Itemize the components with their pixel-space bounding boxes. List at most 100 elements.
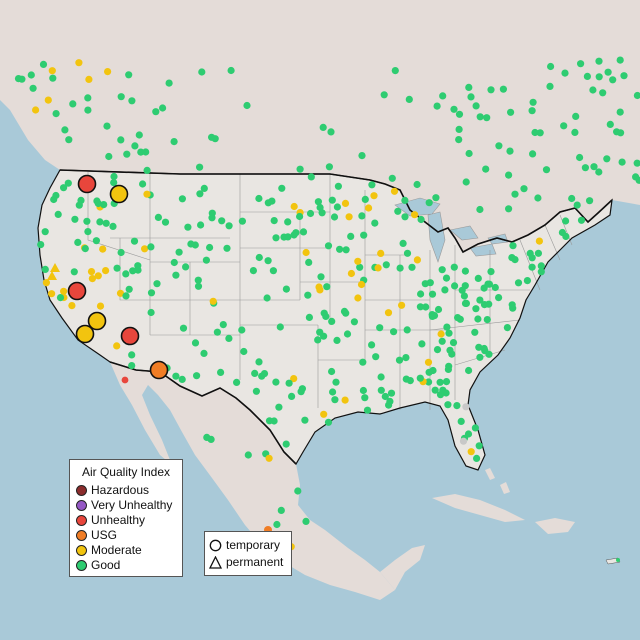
monitor-site-marker xyxy=(633,91,640,100)
monitor-site-marker xyxy=(503,324,511,332)
monitor-site-marker xyxy=(405,95,413,103)
monitor-site-marker xyxy=(402,354,410,362)
unhealthy-swatch-icon xyxy=(76,514,87,526)
monitor-site-marker xyxy=(534,194,542,202)
monitor-site-marker xyxy=(576,153,584,162)
temporary-monitor-marker xyxy=(87,311,107,331)
monitor-site-marker xyxy=(431,386,439,394)
monitor-site-marker xyxy=(56,294,65,302)
monitor-site-marker xyxy=(436,378,444,386)
legend-item-permanent: permanent xyxy=(209,555,283,569)
monitor-site-marker xyxy=(609,76,617,84)
monitor-site-marker xyxy=(356,263,364,271)
monitor-site-marker xyxy=(529,98,537,106)
monitor-site-marker xyxy=(102,219,110,227)
monitor-site-marker xyxy=(413,180,421,189)
monitor-site-marker xyxy=(328,317,336,325)
monitor-site-marker xyxy=(331,396,339,404)
monitor-site-marker xyxy=(333,203,341,211)
usa-landmass xyxy=(38,170,612,470)
monitor-site-marker xyxy=(324,242,333,250)
monitor-site-marker xyxy=(323,283,331,291)
monitor-site-marker xyxy=(395,356,404,364)
monitor-site-marker xyxy=(387,389,396,397)
monitor-site-marker xyxy=(465,366,473,375)
monitor-site-marker xyxy=(396,264,404,272)
monitor-site-marker xyxy=(172,372,180,380)
monitor-site-marker xyxy=(128,362,136,370)
monitor-site-marker xyxy=(288,392,296,400)
monitor-site-marker xyxy=(354,294,362,302)
monitor-site-marker xyxy=(272,234,280,242)
great-lakes xyxy=(394,197,509,263)
monitor-site-marker xyxy=(590,163,598,171)
monitor-site-marker xyxy=(131,142,139,150)
monitor-site-marker xyxy=(347,232,355,240)
monitor-site-marker xyxy=(332,378,340,386)
monitor-site-marker xyxy=(471,424,479,432)
monitor-site-marker xyxy=(197,221,205,229)
monitor-site-marker xyxy=(413,256,421,264)
monitor-site-marker xyxy=(128,97,136,105)
monitor-site-marker xyxy=(474,274,482,282)
monitor-site-marker xyxy=(523,277,532,285)
monitor-site-marker xyxy=(358,152,366,160)
monitor-site-marker xyxy=(495,294,503,302)
monitor-site-marker xyxy=(110,172,118,181)
monitor-site-marker xyxy=(249,267,257,275)
monitor-site-marker xyxy=(161,218,170,226)
monitor-site-marker xyxy=(443,323,451,331)
monitor-site-marker xyxy=(485,300,493,308)
monitor-site-marker xyxy=(341,199,350,207)
monitor-site-marker xyxy=(417,215,425,224)
monitor-site-marker xyxy=(83,217,91,225)
monitor-site-marker xyxy=(401,196,409,204)
legend-item-good: Good xyxy=(76,558,120,572)
monitor-site-marker xyxy=(459,437,468,445)
monitor-site-marker xyxy=(455,110,464,118)
monitor-site-marker xyxy=(301,416,309,424)
monitor-site-marker xyxy=(535,237,544,245)
monitor-site-marker xyxy=(273,520,281,529)
monitor-site-marker xyxy=(60,184,68,192)
monitor-site-marker xyxy=(406,377,414,385)
monitor-site-marker xyxy=(480,344,488,353)
yucatan-landmass xyxy=(380,545,425,590)
monitor-site-marker xyxy=(142,148,150,156)
temporary-monitor-marker xyxy=(77,174,97,194)
monitor-site-marker xyxy=(298,385,306,393)
monitor-site-marker xyxy=(196,190,204,198)
monitor-site-marker xyxy=(394,207,402,215)
monitor-site-marker xyxy=(428,311,436,319)
monitor-site-marker xyxy=(116,289,125,297)
monitor-site-marker xyxy=(376,324,384,332)
monitor-site-marker xyxy=(360,231,368,239)
monitor-site-marker xyxy=(208,209,216,217)
monitor-site-marker xyxy=(499,85,507,93)
monitor-site-marker xyxy=(460,292,468,300)
monitor-site-marker xyxy=(285,379,293,387)
bahamas-landmass xyxy=(485,468,510,494)
monitor-site-marker xyxy=(328,367,336,376)
monitor-site-marker xyxy=(39,60,48,68)
monitor-site-marker xyxy=(213,328,221,336)
monitor-site-marker xyxy=(194,282,203,290)
monitor-site-marker xyxy=(342,246,350,254)
monitor-site-marker xyxy=(207,435,215,443)
monitor-site-marker xyxy=(399,239,407,247)
monitor-site-marker xyxy=(316,203,324,212)
monitor-site-marker xyxy=(122,270,130,278)
monitor-site-marker xyxy=(223,244,231,252)
monitor-site-marker xyxy=(458,286,466,294)
monitor-site-marker xyxy=(617,129,625,137)
legend-item-very-unhealthy: Very Unhealthy xyxy=(76,498,172,512)
monitor-site-marker xyxy=(432,194,440,202)
permanent-monitor-marker xyxy=(50,263,60,272)
monitor-site-marker xyxy=(113,264,121,272)
monitor-site-marker xyxy=(438,266,446,274)
cuba-landmass xyxy=(432,494,525,522)
monitor-site-marker xyxy=(282,285,290,293)
monitor-site-marker xyxy=(153,280,161,288)
monitor-site-marker xyxy=(444,365,452,373)
